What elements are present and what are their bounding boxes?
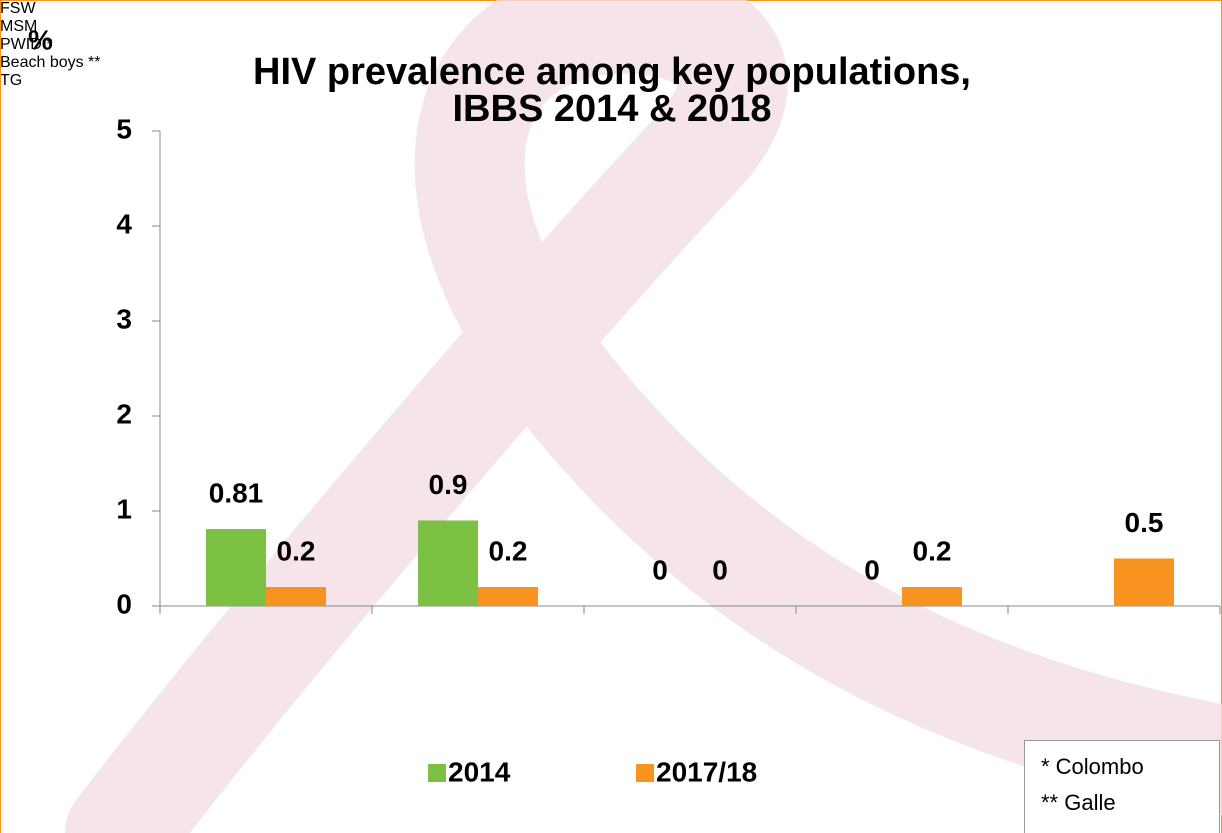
y-tick-label: 4 [116,208,132,239]
chart-title: HIV prevalence among key populations, [253,51,971,93]
chart: % HIV prevalence among key populations, … [0,0,1222,833]
chart-page: % HIV prevalence among key populations, … [0,0,1222,833]
data-label: 0 [652,554,668,585]
y-tick-label: 3 [116,303,132,334]
footnote: ** Galle [1041,785,1219,821]
bar [1114,559,1174,607]
y-axis-label: % [28,24,53,55]
bar [902,587,962,606]
data-label: 0 [712,554,728,585]
data-label: 0.81 [209,477,264,508]
y-tick-label: 0 [116,588,132,619]
footnote-box: * Colombo ** Galle [1024,740,1220,833]
footnote: * Colombo [1041,749,1219,785]
legend-label: 2014 [448,756,511,787]
data-label: 0.5 [1125,507,1164,538]
data-label: 0.2 [489,535,528,566]
data-label: 0 [864,554,880,585]
bar [418,521,478,607]
y-tick-label: 1 [116,493,132,524]
bar [266,587,326,606]
bar [206,529,266,606]
bar [478,587,538,606]
ribbon-background [120,19,1222,833]
data-label: 0.2 [277,535,316,566]
y-tick-label: 5 [116,113,132,144]
data-label: 0.2 [913,535,952,566]
legend-label: 2017/18 [656,756,757,787]
legend-swatch [428,764,446,782]
legend-swatch [636,764,654,782]
data-label: 0.9 [429,469,468,500]
y-tick-label: 2 [116,398,132,429]
chart-title: IBBS 2014 & 2018 [453,88,772,130]
